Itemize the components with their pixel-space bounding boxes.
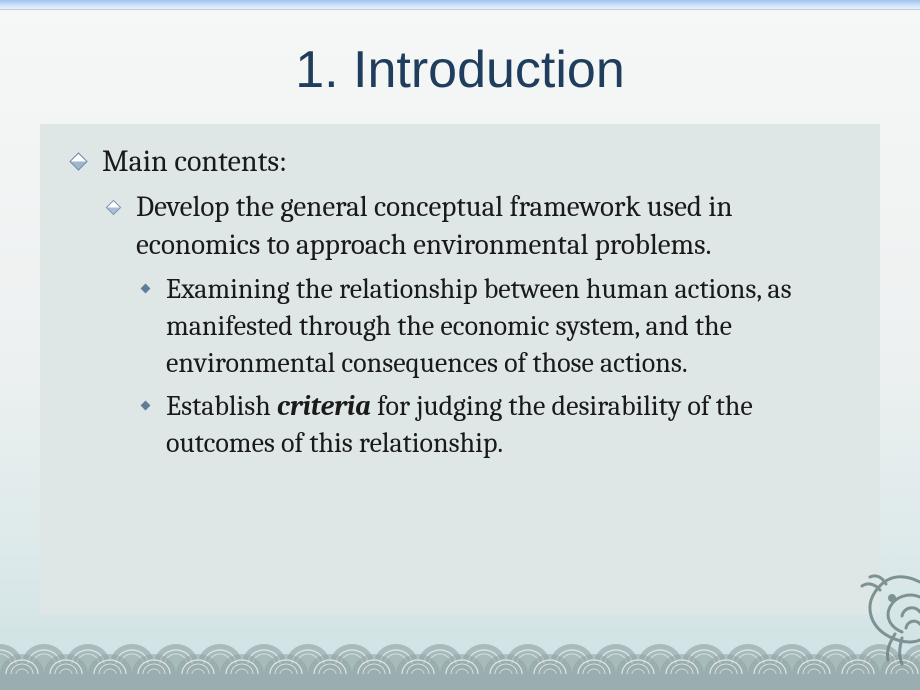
- list-item: Main contents: Develop the general conce…: [68, 142, 852, 462]
- content-box: Main contents: Develop the general conce…: [40, 124, 880, 614]
- list-level-1: Main contents: Develop the general conce…: [68, 142, 852, 462]
- slide-title: 1. Introduction: [0, 40, 920, 100]
- list-item-text-pre: Establish: [166, 390, 277, 422]
- window-titlebar: [0, 0, 920, 10]
- list-item-text: Main contents:: [102, 144, 287, 179]
- list-item: Examining the relationship between human…: [136, 271, 852, 382]
- wave-ornament: [0, 638, 920, 690]
- list-level-2: Develop the general conceptual framework…: [102, 189, 852, 462]
- list-item: Develop the general conceptual framework…: [102, 189, 852, 462]
- list-item: Establish criteria for judging the desir…: [136, 388, 852, 462]
- dragon-ornament: [790, 542, 920, 672]
- list-item-text: Develop the general conceptual framework…: [136, 191, 733, 262]
- list-level-3: Examining the relationship between human…: [136, 271, 852, 462]
- emphasized-word: criteria: [277, 390, 371, 422]
- list-item-text: Examining the relationship between human…: [166, 273, 792, 379]
